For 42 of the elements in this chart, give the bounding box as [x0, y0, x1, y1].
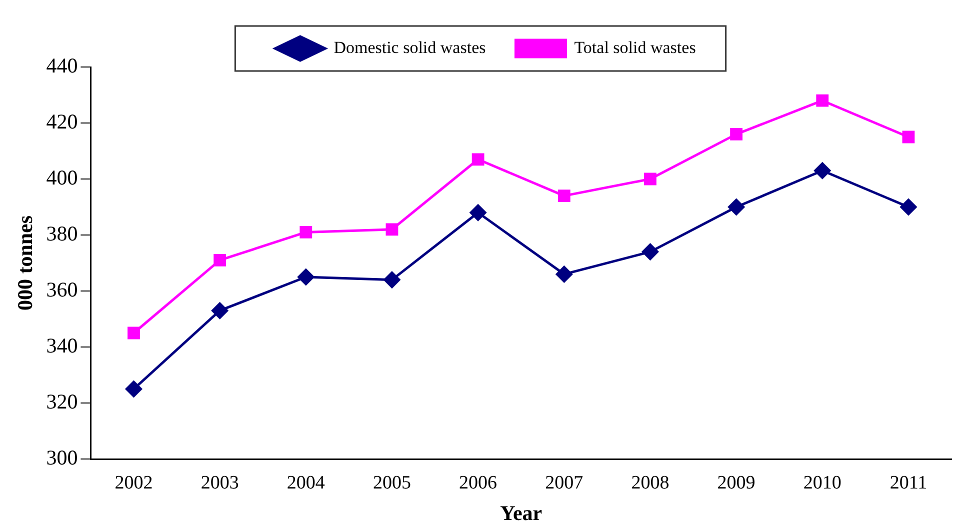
x-tick-label: 2010: [803, 472, 842, 494]
x-tick-label: 2007: [545, 472, 584, 494]
point: [386, 223, 398, 236]
point: [900, 198, 917, 216]
y-tick-label: 420: [46, 110, 78, 134]
point: [730, 128, 742, 140]
point: [642, 244, 658, 260]
point: [214, 254, 226, 266]
point: [128, 326, 140, 340]
point: [644, 172, 656, 186]
x-tick-label: 2006: [459, 472, 498, 494]
y-axis-title: 000 tonnes: [13, 215, 38, 311]
point: [125, 380, 142, 398]
x-tick-label: 2004: [286, 472, 326, 494]
x-tick-label: 2008: [631, 472, 670, 494]
point: [212, 302, 228, 319]
point: [558, 190, 570, 202]
y-tick-label: 300: [46, 446, 78, 470]
y-tick-label: 440: [46, 54, 78, 78]
x-axis-title: Year: [500, 500, 542, 525]
point: [902, 130, 915, 144]
point: [728, 198, 745, 216]
x-tick-label: 2002: [114, 472, 153, 494]
x-tick-label: 2011: [890, 472, 928, 494]
x-tick-label: 2005: [372, 472, 411, 494]
point: [472, 153, 484, 166]
legend-label: Domestic solid wastes: [334, 38, 486, 57]
y-tick-label: 360: [46, 278, 78, 302]
y-tick-label: 340: [46, 334, 78, 358]
x-tick-label: 2009: [717, 472, 756, 494]
y-tick-label: 400: [46, 166, 78, 190]
point: [384, 272, 400, 288]
point: [470, 204, 486, 221]
point: [814, 162, 831, 179]
legend-label: Total solid wastes: [574, 38, 696, 57]
point: [298, 268, 314, 286]
y-tick-label: 380: [46, 222, 78, 246]
point: [816, 94, 829, 107]
x-tick-label: 2003: [200, 472, 239, 494]
point: [300, 226, 312, 238]
y-tick-label: 320: [46, 390, 78, 414]
point: [556, 266, 572, 282]
